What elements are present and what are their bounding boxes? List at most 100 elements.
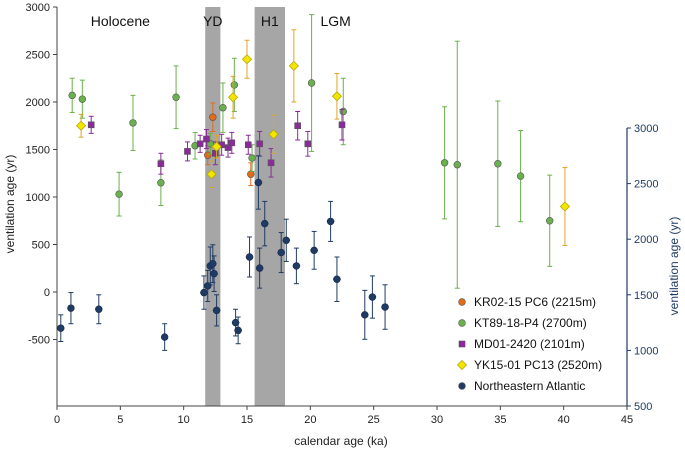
data-point — [333, 275, 341, 283]
data-point — [516, 172, 525, 180]
data-point — [209, 259, 217, 268]
data-point — [256, 140, 263, 148]
right-y-axis-title: ventilation age (yr) — [667, 217, 681, 316]
data-point — [453, 161, 461, 169]
right-y-tick-label: 2000 — [634, 234, 658, 246]
data-point — [368, 293, 377, 301]
left-y-tick-label: -500 — [28, 335, 50, 347]
band-label-h1: H1 — [261, 13, 279, 29]
data-point — [209, 113, 217, 121]
period-label-lgm: LGM — [320, 13, 350, 29]
data-point — [230, 81, 239, 89]
legend-label: KR02-15 PC6 (2215m) — [474, 295, 596, 309]
data-point — [204, 151, 212, 159]
series-4 — [57, 155, 389, 351]
x-tick-label: 15 — [241, 414, 253, 426]
series-3 — [76, 29, 570, 246]
data-point — [157, 179, 165, 187]
data-point — [307, 79, 316, 87]
x-tick-label: 0 — [54, 414, 60, 426]
legend-label: YK15-01 PC13 (2520m) — [474, 358, 602, 372]
data-point — [294, 122, 301, 130]
data-point — [228, 92, 239, 103]
right-y-tick-label: 2500 — [634, 179, 658, 191]
left-y-tick-label: 3000 — [26, 2, 50, 14]
data-point — [245, 253, 254, 261]
data-point — [277, 248, 285, 257]
data-point — [247, 170, 255, 178]
data-point — [76, 120, 87, 131]
data-point — [331, 91, 342, 102]
data-point — [219, 103, 227, 112]
data-point — [231, 318, 240, 327]
x-tick-label: 35 — [494, 414, 506, 426]
left-y-tick-label: 500 — [32, 240, 50, 252]
right-y-tick-label: 1500 — [634, 290, 658, 302]
data-point — [203, 135, 210, 143]
left-y-tick-label: 2500 — [26, 50, 50, 62]
data-point — [255, 264, 264, 272]
legend-marker — [458, 298, 466, 306]
band-yd — [205, 7, 221, 406]
band-label-yd: YD — [203, 13, 222, 29]
left-y-tick-label: 2000 — [26, 97, 50, 109]
data-point — [268, 129, 279, 140]
x-tick-label: 40 — [558, 414, 570, 426]
data-series — [57, 14, 570, 351]
legend-label: KT89-18-P4 (2700m) — [474, 316, 587, 330]
data-point — [210, 269, 218, 278]
x-tick-label: 25 — [368, 414, 380, 426]
data-point — [157, 160, 165, 168]
data-point — [57, 324, 65, 332]
period-labels: Holocene LGM — [91, 13, 351, 29]
right-y-tick-label: 1000 — [634, 345, 658, 357]
data-point — [211, 141, 222, 152]
data-point — [129, 119, 137, 127]
right-y-tick-label: 500 — [634, 401, 652, 413]
data-point — [338, 121, 346, 129]
data-point — [241, 54, 253, 65]
series-0 — [204, 102, 255, 187]
data-point — [292, 262, 301, 270]
x-tick-label: 45 — [621, 414, 633, 426]
data-point — [212, 306, 221, 315]
data-point — [494, 160, 502, 168]
data-point — [254, 178, 263, 187]
legend-label: Northeastern Atlantic — [474, 379, 585, 393]
data-point — [361, 311, 369, 319]
data-point — [244, 141, 252, 149]
data-point — [282, 236, 290, 245]
left-y-tick-label: 1000 — [26, 192, 50, 204]
data-point — [304, 140, 312, 148]
legend-marker — [458, 382, 466, 390]
data-point — [78, 95, 87, 103]
x-tick-label: 20 — [304, 414, 316, 426]
data-point — [381, 303, 389, 311]
legend-marker — [458, 319, 466, 327]
data-point — [87, 121, 95, 129]
legend-marker — [458, 340, 466, 348]
x-tick-label: 10 — [178, 414, 190, 426]
data-point — [228, 139, 236, 147]
tick-labels: 0 5 10 15 20 25 30 35 40 45 -500 0 500 1000 1500 2000 25… — [26, 2, 659, 426]
data-point — [204, 282, 212, 290]
data-point — [115, 190, 123, 198]
left-y-axis-title: ventilation age (yr) — [3, 155, 17, 254]
data-point — [200, 288, 208, 297]
data-point — [326, 217, 335, 226]
data-point — [267, 159, 275, 167]
band-h1 — [254, 7, 285, 406]
data-point — [261, 219, 269, 228]
left-y-tick-label: 1500 — [26, 145, 50, 157]
data-point — [310, 246, 318, 255]
data-point — [172, 93, 180, 101]
legend: KR02-15 PC6 (2215m) KT89-18-P4 (2700m) MD0… — [456, 295, 602, 393]
right-y-tick-label: 3000 — [634, 123, 658, 135]
x-tick-label: 5 — [117, 414, 123, 426]
data-point — [160, 333, 169, 341]
data-point — [95, 305, 103, 313]
legend-label: MD01-2420 (2101m) — [474, 337, 585, 351]
x-tick-label: 30 — [431, 414, 443, 426]
period-label-holocene: Holocene — [91, 13, 150, 29]
